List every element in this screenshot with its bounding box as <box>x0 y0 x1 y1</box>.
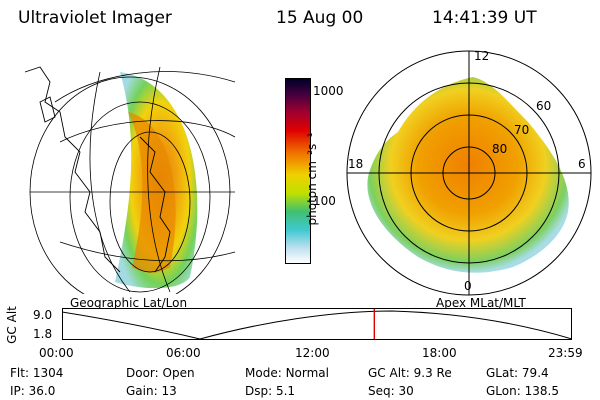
date-label: 15 Aug 00 <box>276 8 364 28</box>
glat-status: GLat: 79.4 <box>486 366 549 380</box>
ip-status: IP: 36.0 <box>10 384 56 398</box>
door-status: Door: Open <box>126 366 195 380</box>
flt-status: Flt: 1304 <box>10 366 64 380</box>
door-value: Open <box>162 366 195 380</box>
dsp-value: 5.1 <box>275 384 296 398</box>
geographic-image-panel <box>24 66 236 294</box>
ip-value: 36.0 <box>28 384 56 398</box>
mode-status: Mode: Normal <box>245 366 329 380</box>
gain-status: Gain: 13 <box>126 384 177 398</box>
lat-label-70: 70 <box>514 123 529 137</box>
apex-caption: Apex MLat/MLT <box>436 296 526 310</box>
seq-value: 30 <box>398 384 414 398</box>
time-label: 14:41:39 UT <box>432 8 537 28</box>
dsp-status: Dsp: 5.1 <box>245 384 296 398</box>
glon-value: 138.5 <box>524 384 559 398</box>
altitude-strip-plot <box>62 308 572 340</box>
time-tick-2359: 23:59 <box>548 346 583 360</box>
glon-status: GLon: 138.5 <box>486 384 559 398</box>
polar-mlt-panel: 12 18 6 0 60 70 80 <box>346 49 592 296</box>
altitude-tick-low: 1.8 <box>33 327 53 341</box>
altitude-axis-label: GC Alt <box>5 306 19 344</box>
lat-label-60: 60 <box>536 99 551 113</box>
flt-value: 1304 <box>32 366 64 380</box>
colorbar-unit-label: photon cm⁻²s⁻¹ <box>305 132 319 226</box>
time-tick-0000: 00:00 <box>39 346 74 360</box>
gcalt-value: 9.3 Re <box>413 366 452 380</box>
geographic-caption: Geographic Lat/Lon <box>70 296 188 310</box>
intensity-colorbar <box>285 78 311 264</box>
colorbar-tick-1000: 1000 <box>313 84 344 98</box>
mlt-label-12: 12 <box>474 49 489 63</box>
altitude-tick-high: 9.0 <box>33 308 53 322</box>
colorbar-tick-100: 100 <box>313 194 336 208</box>
time-tick-1800: 18:00 <box>422 346 457 360</box>
time-tick-1200: 12:00 <box>295 346 330 360</box>
seq-status: Seq: 30 <box>368 384 414 398</box>
mlt-label-6: 6 <box>578 157 586 171</box>
instrument-title: Ultraviolet Imager <box>18 8 172 28</box>
time-tick-0600: 06:00 <box>166 346 201 360</box>
lat-label-80: 80 <box>492 142 507 156</box>
glat-value: 79.4 <box>521 366 549 380</box>
gain-value: 13 <box>161 384 177 398</box>
mlt-label-18: 18 <box>348 157 363 171</box>
gcalt-status: GC Alt: 9.3 Re <box>368 366 452 380</box>
mode-value: Normal <box>285 366 329 380</box>
mlt-label-0: 0 <box>464 279 472 293</box>
